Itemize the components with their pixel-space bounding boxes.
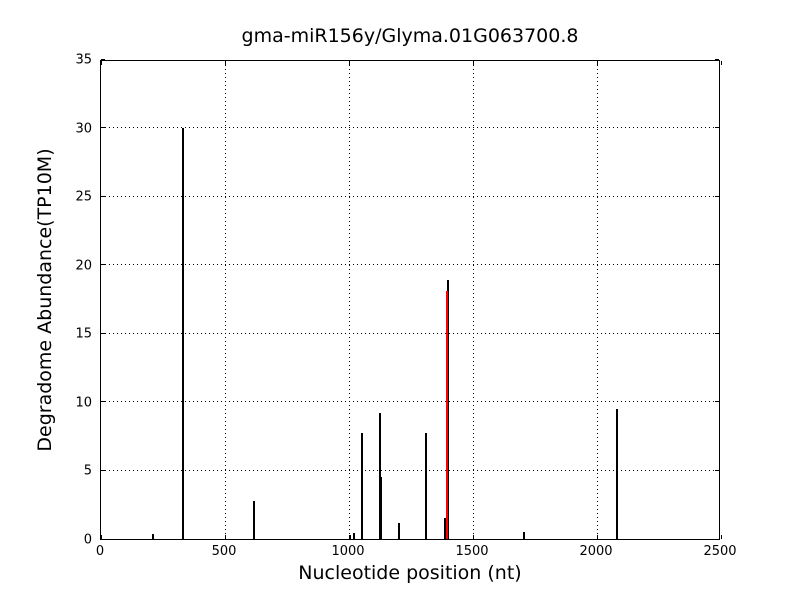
gridline-horizontal <box>101 469 719 471</box>
bar <box>616 408 619 539</box>
plot-area <box>100 58 722 540</box>
y-tick-label: 20 <box>75 258 92 274</box>
y-tick-label: 0 <box>83 532 92 548</box>
x-tick-mark <box>224 535 226 539</box>
gridline-horizontal <box>101 401 719 403</box>
y-tick-label: 35 <box>75 52 92 68</box>
y-tick-mark <box>715 264 719 266</box>
y-tick-mark <box>715 58 719 60</box>
bar <box>361 433 364 539</box>
bar <box>253 501 256 539</box>
y-tick-mark <box>101 401 105 403</box>
gridline-horizontal <box>101 195 719 197</box>
gridline-vertical <box>596 61 598 539</box>
y-tick-mark <box>715 538 719 540</box>
y-tick-mark <box>101 58 105 60</box>
x-tick-label: 500 <box>211 544 237 559</box>
x-tick-mark <box>224 61 226 65</box>
x-tick-label: 1000 <box>331 544 365 559</box>
bar <box>379 477 382 539</box>
bar <box>378 412 381 539</box>
bar <box>353 532 356 539</box>
x-tick-mark <box>100 61 102 65</box>
gridline-vertical <box>472 61 474 539</box>
bar <box>424 433 427 539</box>
bar <box>182 127 185 539</box>
x-tick-mark <box>100 535 102 539</box>
y-tick-label: 5 <box>83 463 92 479</box>
gridline-horizontal <box>101 264 719 266</box>
gridline-horizontal <box>101 332 719 334</box>
y-tick-mark <box>715 127 719 129</box>
y-tick-mark <box>101 469 105 471</box>
x-tick-mark <box>472 535 474 539</box>
y-tick-label: 30 <box>75 121 92 137</box>
x-tick-label: 2000 <box>579 544 613 559</box>
bar <box>444 518 447 539</box>
x-tick-mark <box>720 535 722 539</box>
x-tick-mark <box>348 61 350 65</box>
x-tick-mark <box>720 61 722 65</box>
bar <box>348 534 351 539</box>
bar-highlight <box>446 290 449 539</box>
bar <box>151 533 154 539</box>
y-tick-mark <box>101 264 105 266</box>
y-tick-label: 25 <box>75 189 92 205</box>
bar <box>522 532 525 539</box>
bar <box>398 522 401 539</box>
y-tick-mark <box>101 332 105 334</box>
x-tick-label: 2500 <box>703 544 737 559</box>
y-tick-label: 15 <box>75 326 92 342</box>
x-tick-label: 1500 <box>455 544 489 559</box>
gridline-vertical <box>224 61 226 539</box>
x-tick-label: 0 <box>95 544 105 559</box>
x-axis-label: Nucleotide position (nt) <box>298 562 522 584</box>
gridline-vertical <box>348 61 350 539</box>
y-tick-mark <box>101 195 105 197</box>
x-tick-mark <box>472 61 474 65</box>
y-tick-mark <box>101 538 105 540</box>
gridline-horizontal <box>101 127 719 129</box>
x-tick-mark <box>596 61 598 65</box>
y-tick-mark <box>715 195 719 197</box>
y-tick-mark <box>101 127 105 129</box>
y-tick-mark <box>715 401 719 403</box>
y-tick-mark <box>715 469 719 471</box>
chart-title: gma-miR156y/Glyma.01G063700.8 <box>241 25 579 47</box>
y-tick-label: 10 <box>75 395 92 411</box>
x-tick-mark <box>596 535 598 539</box>
y-tick-mark <box>715 332 719 334</box>
